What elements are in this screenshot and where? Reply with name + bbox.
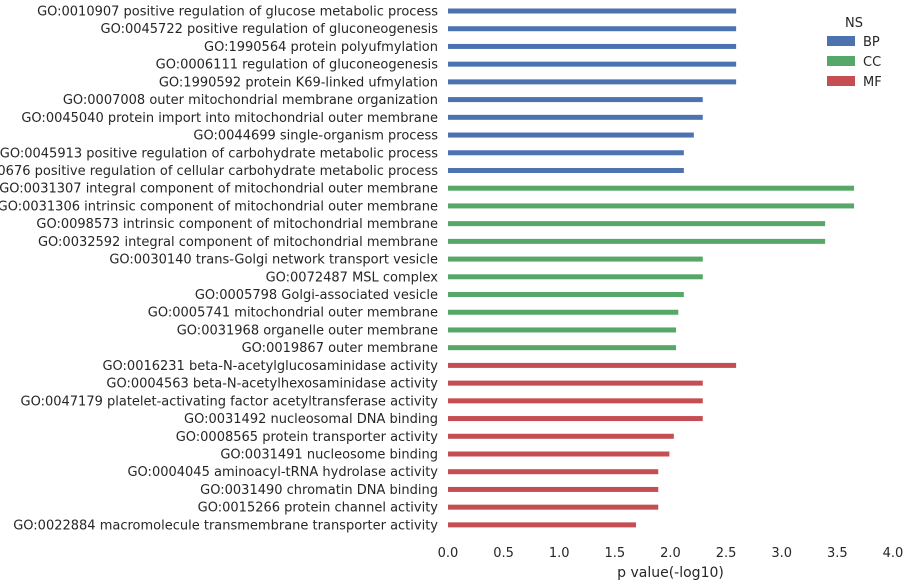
bar-mf — [448, 416, 703, 422]
x-tick-label: 1.5 — [605, 546, 626, 561]
bar-mf — [448, 398, 703, 404]
category-label: GO:0072487 MSL complex — [266, 270, 439, 285]
bar-mf — [448, 469, 659, 475]
bar-bp — [448, 114, 703, 120]
category-label: GO:0031307 integral component of mitocho… — [0, 182, 438, 197]
category-label: GO:0016231 beta-N-acetylglucosaminidase … — [102, 359, 438, 374]
category-label: GO:0098573 intrinsic component of mitoch… — [36, 217, 438, 232]
category-label: GO:0010907 positive regulation of glucos… — [37, 5, 438, 20]
bar-mf — [448, 504, 659, 510]
bar-bp — [448, 8, 737, 14]
bar-mf — [448, 522, 637, 528]
bar-bp — [448, 167, 684, 173]
category-label: GO:0031492 nucleosomal DNA binding — [184, 412, 438, 427]
bar-mf — [448, 486, 659, 492]
category-label: GO:0045722 positive regulation of glucon… — [101, 22, 439, 37]
legend-entry-mf: MF — [863, 75, 882, 90]
bar-bp — [448, 61, 737, 67]
category-label: GO:0015266 protein channel activity — [198, 501, 439, 516]
bar-cc — [448, 185, 855, 191]
x-axis: 0.0 0.5 1.0 1.5 2.0 2.5 3.0 3.5 4.0 — [438, 546, 904, 561]
category-labels: GO:0010907 positive regulation of glucos… — [0, 5, 438, 534]
bar-mf — [448, 433, 674, 439]
x-tick-label: 3.5 — [827, 546, 848, 561]
x-tick-label: 2.5 — [716, 546, 737, 561]
x-tick-label: 4.0 — [883, 546, 904, 561]
legend: NS BP CC MF — [827, 16, 882, 90]
category-label: GO:0004563 beta-N-acetylhexosaminidase a… — [106, 377, 438, 392]
bar-cc — [448, 345, 677, 351]
category-label: GO:0031968 organelle outer membrane — [177, 323, 438, 338]
category-label: GO:1990564 protein polyufmylation — [204, 40, 438, 55]
bar-mf — [448, 380, 703, 386]
category-label: GO:0044699 single-organism process — [193, 129, 438, 144]
category-label: GO:0031490 chromatin DNA binding — [200, 483, 438, 498]
bar-cc — [448, 256, 703, 262]
category-label: GO:1990592 protein K69-linked ufmylation — [159, 75, 438, 90]
x-tick-label: 3.0 — [771, 546, 792, 561]
category-label: GO:0045913 positive regulation of carboh… — [0, 146, 438, 161]
category-label: GO:0032592 integral component of mitocho… — [38, 235, 438, 250]
bar-bp — [448, 150, 684, 156]
bar-mf — [448, 362, 737, 368]
category-label: GO:0019867 outer membrane — [242, 341, 438, 356]
bar-mf — [448, 451, 670, 457]
category-label: GO:0008565 protein transporter activity — [176, 430, 439, 445]
category-label: GO:0022884 macromolecule transmembrane t… — [13, 518, 438, 533]
x-tick-label: 2.0 — [660, 546, 681, 561]
bar-cc — [448, 292, 684, 298]
bar-bp — [448, 26, 737, 32]
category-label: GO:0005741 mitochondrial outer membrane — [148, 306, 438, 321]
legend-swatch-cc — [827, 56, 855, 66]
bar-bp — [448, 132, 694, 138]
category-label: GO:0031306 intrinsic component of mitoch… — [0, 199, 438, 214]
category-label: GO:0004045 aminoacyl-tRNA hydrolase acti… — [127, 465, 438, 480]
category-label: GO:0010676 positive regulation of cellul… — [0, 164, 438, 179]
category-label: GO:0007008 outer mitochondrial membrane … — [63, 93, 438, 108]
bar-cc — [448, 238, 826, 244]
legend-title: NS — [845, 16, 863, 31]
x-tick-label: 0.0 — [438, 546, 459, 561]
bar-cc — [448, 309, 679, 315]
category-label: GO:0005798 Golgi-associated vesicle — [195, 288, 438, 303]
category-label: GO:0047179 platelet-activating factor ac… — [21, 394, 439, 409]
bar-cc — [448, 274, 703, 280]
legend-entry-bp: BP — [863, 35, 880, 50]
bar-bp — [448, 79, 737, 85]
category-label: GO:0031491 nucleosome binding — [220, 448, 438, 463]
bar-cc — [448, 221, 826, 227]
category-label: GO:0045040 protein import into mitochond… — [21, 111, 438, 126]
category-label: GO:0030140 trans-Golgi network transport… — [109, 253, 438, 268]
bar-cc — [448, 203, 855, 209]
x-tick-label: 1.0 — [549, 546, 570, 561]
legend-entry-cc: CC — [863, 55, 881, 70]
legend-swatch-mf — [827, 76, 855, 86]
x-tick-label: 0.5 — [493, 546, 514, 561]
x-axis-title: p value(-log10) — [617, 565, 724, 581]
bar-bp — [448, 97, 703, 103]
legend-swatch-bp — [827, 36, 855, 46]
category-label: GO:0006111 regulation of gluconeogenesis — [156, 58, 439, 73]
bar-bp — [448, 43, 737, 49]
bars-layer — [448, 8, 855, 528]
bar-cc — [448, 327, 677, 333]
